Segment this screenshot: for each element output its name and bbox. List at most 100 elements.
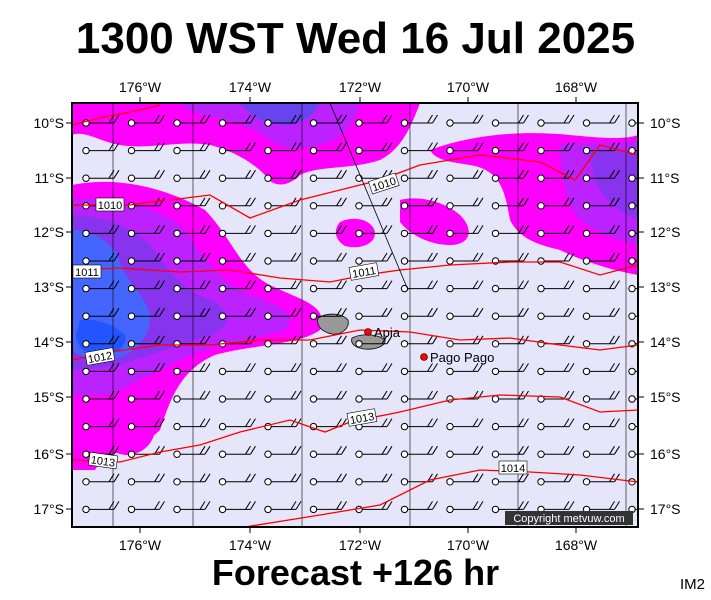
isobar-label-text: 1014 — [501, 463, 525, 475]
wind-barb — [173, 445, 211, 458]
wind-barb — [309, 335, 347, 348]
wind-barb — [173, 114, 211, 127]
isobar-label-3: 1011 — [72, 264, 102, 279]
lat-label-left-16: 16°S — [33, 446, 64, 462]
wind-barb — [537, 114, 575, 127]
isobar-label-4: 1011 — [348, 262, 380, 281]
lon-labels-top: 176°W 174°W 172°W 170°W 168°W — [119, 79, 598, 95]
wind-barb — [446, 501, 484, 514]
wind-barb — [309, 390, 347, 403]
wind-barb — [218, 363, 256, 376]
wind-barb — [491, 114, 529, 127]
wind-barb — [582, 197, 620, 210]
wind-barb — [82, 142, 120, 155]
place-label-pago-pago: Pago Pago — [430, 350, 494, 365]
wind-barb — [173, 280, 211, 293]
wind-barb — [173, 501, 211, 514]
lat-labels-right: 10°S 11°S 12°S 13°S 14°S 15°S 16°S 17°S — [650, 115, 681, 517]
wind-barb — [537, 142, 575, 155]
wind-barb — [537, 197, 575, 210]
wind-barb — [218, 445, 256, 458]
wind-barb — [537, 473, 575, 486]
wind-barb — [446, 307, 484, 320]
wind-barb — [355, 197, 393, 210]
wind-barb — [264, 169, 302, 182]
wind-barb — [400, 501, 438, 514]
wind-barb — [309, 114, 347, 127]
wind-barb — [537, 307, 575, 320]
lon-label-top-176: 176°W — [119, 79, 162, 95]
lat-label-left-14: 14°S — [33, 334, 64, 350]
wind-barb — [446, 473, 484, 486]
wind-barb — [491, 169, 529, 182]
wind-barb — [400, 142, 438, 155]
wind-barb — [446, 363, 484, 376]
wind-barb — [127, 501, 165, 514]
wind-barb — [127, 335, 165, 348]
wind-barb — [264, 501, 302, 514]
lat-labels-left: 10°S 11°S 12°S 13°S 14°S 15°S 16°S 17°S — [33, 115, 64, 517]
lat-label-right-12: 12°S — [650, 224, 681, 240]
wind-barb — [446, 197, 484, 210]
isobar-label-5: 1012 — [84, 347, 116, 366]
wind-barb — [400, 473, 438, 486]
wind-barb — [173, 307, 211, 320]
lat-label-right-10: 10°S — [650, 115, 681, 131]
wind-barb — [264, 363, 302, 376]
wind-barb — [537, 418, 575, 431]
wind-barb — [400, 114, 438, 127]
lat-label-left-15: 15°S — [33, 389, 64, 405]
wind-barb — [582, 418, 620, 431]
wind-barb — [446, 418, 484, 431]
wind-barb — [127, 142, 165, 155]
map-frame — [71, 102, 639, 528]
wind-barb — [127, 197, 165, 210]
wind-barb — [264, 280, 302, 293]
rain-blob-south — [99, 398, 156, 455]
lon-label-top-168: 168°W — [555, 79, 598, 95]
wind-barb — [264, 390, 302, 403]
wind-barb — [537, 363, 575, 376]
lon-label-bottom-172: 172°W — [339, 537, 382, 553]
wind-barb — [355, 307, 393, 320]
wind-barb — [446, 169, 484, 182]
wind-barb — [491, 501, 529, 514]
lat-label-left-12: 12°S — [33, 224, 64, 240]
wind-barb — [446, 280, 484, 293]
axis-ticks — [66, 97, 644, 533]
wind-barb — [173, 169, 211, 182]
wind-barb — [218, 501, 256, 514]
wind-barb — [491, 142, 529, 155]
wind-barb — [446, 225, 484, 238]
wind-barb — [582, 307, 620, 320]
wind-barb — [218, 307, 256, 320]
wind-barb — [173, 473, 211, 486]
wind-barb — [309, 197, 347, 210]
wind-barb — [355, 252, 393, 265]
wind-barb — [218, 225, 256, 238]
wind-barb — [400, 197, 438, 210]
wind-barb — [491, 473, 529, 486]
lat-label-right-15: 15°S — [650, 389, 681, 405]
lat-label-right-13: 13°S — [650, 279, 681, 295]
wind-barb — [127, 473, 165, 486]
lat-label-left-11: 11°S — [35, 170, 64, 186]
isobar-label-text: 1013 — [349, 411, 375, 427]
lon-label-bottom-170: 170°W — [447, 537, 490, 553]
wind-barb — [355, 114, 393, 127]
wind-barb — [491, 225, 529, 238]
wind-barb — [309, 280, 347, 293]
wind-barb — [309, 363, 347, 376]
wind-barb — [264, 142, 302, 155]
wind-barb — [218, 280, 256, 293]
wind-barb — [491, 307, 529, 320]
wind-barb — [582, 280, 620, 293]
forecast-label: Forecast +126 hr — [211, 552, 500, 593]
wind-barb — [264, 225, 302, 238]
wind-barb — [82, 307, 120, 320]
lat-label-right-14: 14°S — [650, 334, 681, 350]
wind-barb — [218, 114, 256, 127]
wind-barb — [264, 197, 302, 210]
wind-barb — [400, 225, 438, 238]
